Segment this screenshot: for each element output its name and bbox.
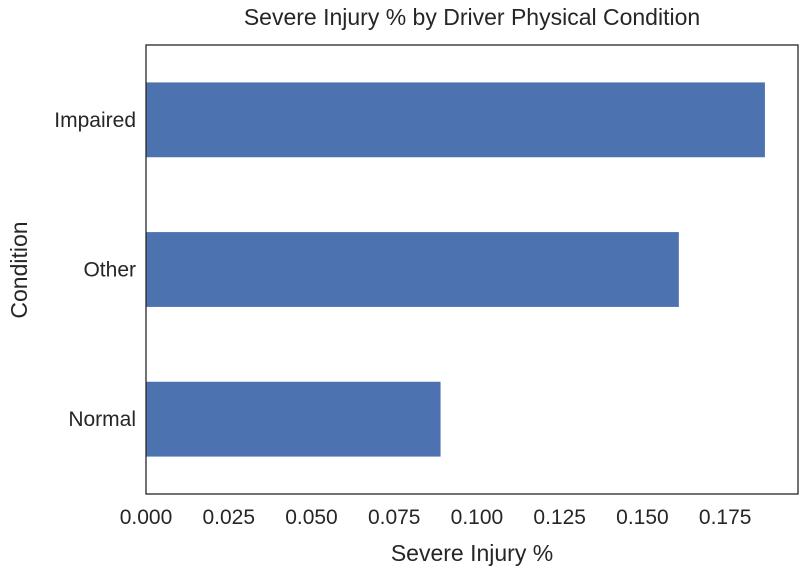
y-tick-label: Impaired: [54, 109, 136, 132]
x-tick-label: 0.175: [699, 506, 752, 529]
y-axis-label: Condition: [6, 221, 32, 318]
x-tick-label: 0.050: [285, 506, 338, 529]
bars-group: [146, 82, 765, 457]
plot-frame: [145, 44, 799, 495]
x-tick-label: 0.025: [202, 506, 255, 529]
bar-normal: [146, 381, 441, 457]
x-tick-label: 0.075: [368, 506, 421, 529]
y-tick-label: Other: [83, 259, 136, 282]
x-tick-label: 0.000: [120, 506, 173, 529]
y-tick-label: Normal: [68, 408, 136, 431]
x-tick-labels: 0.000 0.025 0.050 0.075 0.100 0.125 0.150 0.175: [120, 506, 752, 529]
x-tick-label: 0.100: [451, 506, 504, 529]
x-tick-label: 0.125: [533, 506, 586, 529]
bar-impaired: [146, 82, 765, 158]
x-tick-label: 0.150: [616, 506, 669, 529]
x-axis-label: Severe Injury %: [391, 540, 553, 566]
chart-title: Severe Injury % by Driver Physical Condi…: [244, 4, 700, 30]
bar-other: [146, 232, 679, 307]
y-tick-labels: Normal Other Impaired: [54, 109, 136, 431]
